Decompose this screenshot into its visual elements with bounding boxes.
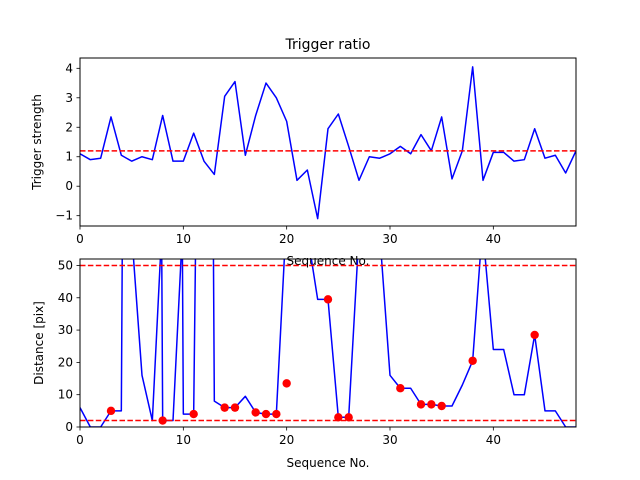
bottom-x-axis-label: Sequence No. (287, 456, 370, 470)
bottom-plot-clip-group (80, 259, 576, 427)
bottom-axis-ticks: 0 10 20 30 40 0 10 20 30 40 50 (58, 258, 501, 447)
bottom-marker-point (158, 416, 167, 425)
bottom-marker-point (396, 384, 405, 393)
bottom-marker-point (282, 379, 291, 388)
bottom-y-tick-label: 40 (58, 291, 73, 305)
bottom-x-tick-label: 20 (279, 433, 294, 447)
bottom-marker-point (230, 403, 240, 412)
bottom-marker-point (261, 409, 271, 419)
bottom-y-tick-label: 20 (58, 355, 73, 369)
top-x-tick-label: 0 (76, 232, 84, 246)
bottom-y-tick-label: 10 (58, 388, 73, 402)
bottom-marker-point (220, 403, 229, 412)
bottom-marker-point (323, 295, 333, 304)
top-series-line-0 (80, 66, 576, 220)
bottom-marker-point (334, 413, 343, 422)
bottom-marker-point (272, 409, 281, 419)
bottom-y-axis-label: Distance [pix] (32, 301, 46, 385)
bottom-axes-frame (79, 258, 577, 428)
bottom-marker-point (416, 400, 426, 409)
top-y-tick-label: 4 (65, 61, 73, 75)
bottom-y-tick-label: 30 (58, 323, 73, 337)
top-y-axis-label: Trigger strength (30, 94, 44, 191)
top-x-axis-label: Sequence No. (287, 254, 370, 268)
bottom-marker-point (251, 408, 260, 417)
top-x-tick-label: 10 (176, 232, 191, 246)
top-axes-frame (79, 57, 577, 227)
bottom-marker-point (530, 330, 539, 340)
bottom-marker-point (189, 409, 198, 419)
bottom-marker-point (427, 400, 436, 409)
top-x-tick-label: 40 (486, 232, 501, 246)
bottom-marker-point (468, 356, 477, 365)
top-x-tick-label: 20 (279, 232, 294, 246)
top-y-tick-label: 3 (65, 91, 73, 105)
bottom-series-line-0 (80, 259, 576, 427)
top-chart-title: Trigger ratio (284, 37, 370, 53)
bottom-y-tick-label: 50 (58, 258, 73, 272)
bottom-subplot: 0 10 20 30 40 0 10 20 30 40 50 Sequence No. Distan… (32, 258, 577, 470)
bottom-chart-marks (80, 259, 576, 427)
top-y-tick-label: 2 (65, 120, 73, 134)
top-y-tick-label: 0 (65, 179, 73, 193)
top-plot-clip-group (80, 66, 576, 220)
top-x-tick-label: 30 (382, 232, 397, 246)
bottom-axes-frame-bg (80, 259, 576, 427)
bottom-marker-point (437, 401, 446, 411)
bottom-x-tick-label: 10 (176, 433, 191, 447)
top-y-tick-label: 1 (65, 150, 73, 164)
bottom-marker-point (344, 413, 353, 422)
bottom-marker-point (106, 406, 116, 416)
bottom-x-tick-label: 0 (76, 433, 84, 447)
bottom-x-tick-label: 40 (486, 433, 501, 447)
bottom-y-tick-label: 0 (65, 420, 73, 434)
bottom-x-tick-label: 30 (382, 433, 397, 447)
top-y-tick-label: −1 (55, 209, 73, 223)
top-chart-marks (80, 66, 576, 220)
